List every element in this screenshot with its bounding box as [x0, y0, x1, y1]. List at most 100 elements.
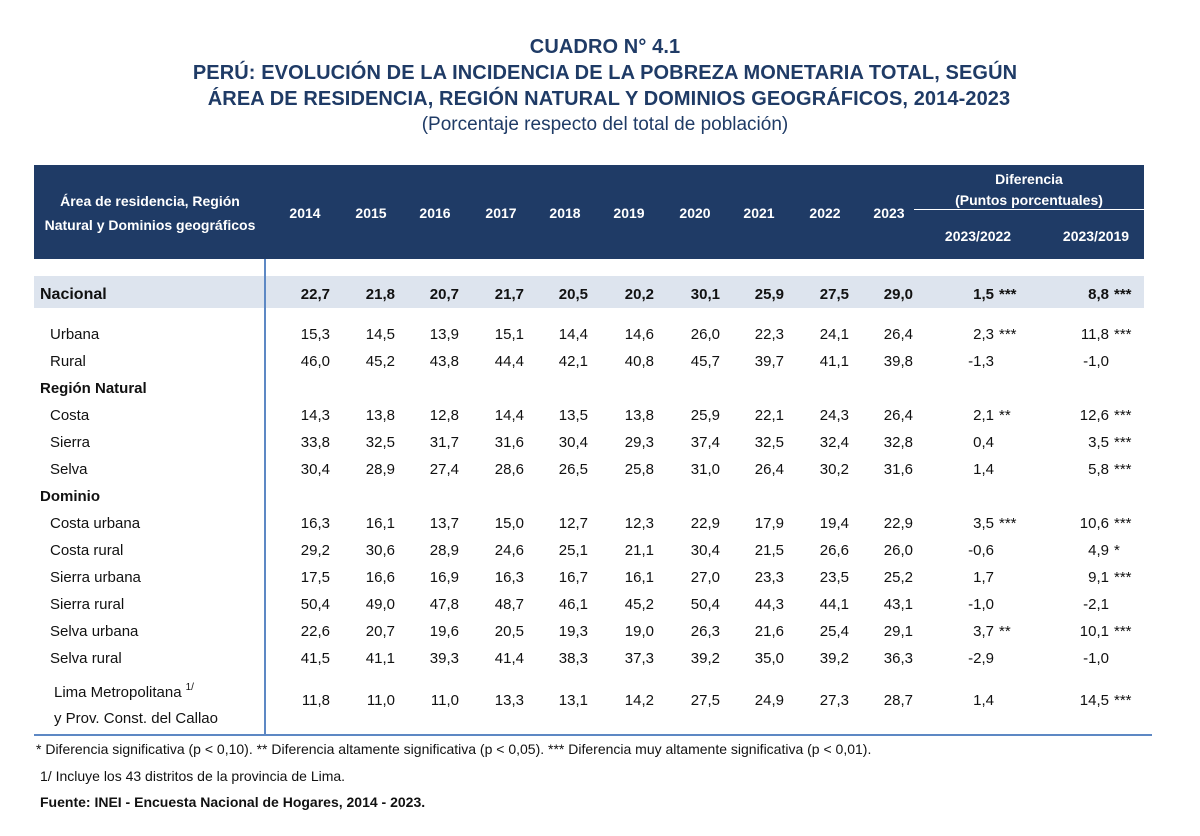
cell-value: 16,1 — [624, 569, 654, 586]
cell-value: 27,5 — [819, 286, 849, 303]
cell-value: 33,8 — [300, 434, 330, 451]
significance-marker: ** — [999, 407, 1011, 424]
cell-value: 29,2 — [300, 542, 330, 559]
cell-value: 23,5 — [819, 569, 849, 586]
cell-value: 15,0 — [494, 515, 524, 532]
cell-value: 14,2 — [624, 692, 654, 709]
table-row: Lima Metropolitana 1/y Prov. Const. del C… — [34, 682, 1152, 727]
header-area-line1: Área de residencia, Región — [60, 193, 240, 209]
cell-value: 26,3 — [690, 623, 720, 640]
significance-marker: *** — [1114, 692, 1132, 709]
cell-value: 22,9 — [690, 515, 720, 532]
table-header: Área de residencia, Región Natural y Dom… — [34, 165, 1144, 259]
cell-diff-2023-2019: 10,1 — [1079, 623, 1109, 640]
cell-value: 13,1 — [558, 692, 588, 709]
cell-value: 19,3 — [558, 623, 588, 640]
significance-marker: *** — [1114, 434, 1132, 451]
table-subtitle: (Porcentaje respecto del total de poblac… — [421, 114, 789, 135]
row-label: Nacional — [40, 286, 107, 303]
cell-value: 26,4 — [754, 461, 784, 478]
cell-value: 28,9 — [429, 542, 459, 559]
cell-value: 19,0 — [624, 623, 654, 640]
row-label: Costa rural — [50, 542, 124, 559]
cell-value: 42,1 — [558, 353, 588, 370]
cell-value: 16,3 — [300, 515, 330, 532]
cell-diff-2023-2019: 8,8 — [1088, 286, 1109, 303]
cell-diff-2023-2019: -2,1 — [1083, 596, 1109, 613]
cell-diff-2023-2019: 14,5 — [1079, 692, 1109, 709]
cell-value: 43,1 — [883, 596, 913, 613]
table-title-line1: PERÚ: EVOLUCIÓN DE LA INCIDENCIA DE LA P… — [192, 62, 1018, 84]
cell-diff-2023-2022: 0,4 — [973, 434, 994, 451]
cell-value: 25,9 — [690, 407, 720, 424]
cell-value: 26,4 — [883, 407, 913, 424]
significance-marker: ** — [999, 623, 1011, 640]
cell-value: 44,1 — [819, 596, 849, 613]
cell-value: 16,9 — [429, 569, 459, 586]
cell-value: 13,8 — [365, 407, 395, 424]
cell-value: 46,0 — [300, 353, 330, 370]
cell-value: 32,8 — [883, 434, 913, 451]
cell-diff-2023-2019: 3,5 — [1088, 434, 1109, 451]
cell-value: 28,7 — [883, 692, 913, 709]
cell-value: 14,5 — [365, 326, 395, 343]
cell-value: 15,3 — [300, 326, 330, 343]
cell-diff-2023-2022: 1,4 — [973, 461, 994, 478]
cell-value: 26,6 — [819, 542, 849, 559]
cell-diff-2023-2022: 2,3 — [973, 326, 994, 343]
cell-value: 48,7 — [494, 596, 524, 613]
significance-marker: *** — [1114, 623, 1132, 640]
table-row: Costa rural 29,2 30,6 28,9 24,6 25,1 21,1 30,4 2… — [34, 539, 1152, 563]
cell-value: 32,5 — [754, 434, 784, 451]
table-row: Nacional 22,7 21,8 20,7 21,7 20,5 20,2 30,1 25,9… — [34, 283, 1152, 307]
cell-diff-2023-2019: -1,0 — [1083, 353, 1109, 370]
cell-value: 20,2 — [624, 286, 654, 303]
cell-value: 32,5 — [365, 434, 395, 451]
cell-value: 22,3 — [754, 326, 784, 343]
significance-marker: *** — [1114, 515, 1132, 532]
header-difference: Diferencia (Puntos porcentuales) — [926, 169, 1132, 211]
cell-value: 20,5 — [494, 623, 524, 640]
cell-value: 19,4 — [819, 515, 849, 532]
header-area: Área de residencia, Región Natural y Dom… — [34, 189, 266, 237]
cell-value: 41,1 — [819, 353, 849, 370]
table-row: Sierra rural 50,4 49,0 47,8 48,7 46,1 45,2 50,4… — [34, 593, 1152, 617]
cell-value: 30,1 — [690, 286, 720, 303]
significance-marker: *** — [999, 286, 1017, 303]
cell-value: 16,1 — [365, 515, 395, 532]
table-title-line2: ÁREA DE RESIDENCIA, REGIÓN NATURAL Y DOM… — [207, 88, 1011, 110]
cell-value: 16,7 — [558, 569, 588, 586]
row-label: Lima Metropolitana 1/y Prov. Const. del C… — [54, 681, 218, 731]
header-year: 2014 — [289, 205, 321, 221]
cell-diff-2023-2022: 1,7 — [973, 569, 994, 586]
row-label: Dominio — [40, 488, 100, 505]
cell-diff-2023-2019: 5,8 — [1088, 461, 1109, 478]
section-row: Dominio — [34, 485, 1152, 509]
row-label: Sierra rural — [50, 596, 125, 613]
cell-value: 41,5 — [300, 650, 330, 667]
cell-value: 32,4 — [819, 434, 849, 451]
cell-value: 24,9 — [754, 692, 784, 709]
cell-value: 14,3 — [300, 407, 330, 424]
cell-value: 43,8 — [429, 353, 459, 370]
significance-marker: *** — [1114, 286, 1132, 303]
cell-value: 25,4 — [819, 623, 849, 640]
cell-value: 40,8 — [624, 353, 654, 370]
header-area-line2: Natural y Dominios geográficos — [44, 217, 256, 233]
cell-value: 29,3 — [624, 434, 654, 451]
cell-value: 12,8 — [429, 407, 459, 424]
header-year: 2023 — [873, 205, 905, 221]
significance-marker: *** — [999, 515, 1017, 532]
cell-value: 26,4 — [883, 326, 913, 343]
cell-value: 13,9 — [429, 326, 459, 343]
header-year: 2020 — [679, 205, 711, 221]
cell-value: 17,5 — [300, 569, 330, 586]
cell-value: 24,3 — [819, 407, 849, 424]
cell-value: 30,4 — [558, 434, 588, 451]
cell-value: 14,4 — [494, 407, 524, 424]
cell-value: 11,8 — [301, 692, 330, 709]
cell-diff-2023-2022: -1,3 — [968, 353, 994, 370]
cell-value: 13,7 — [429, 515, 459, 532]
cell-value: 46,1 — [558, 596, 588, 613]
cell-value: 21,6 — [754, 623, 784, 640]
